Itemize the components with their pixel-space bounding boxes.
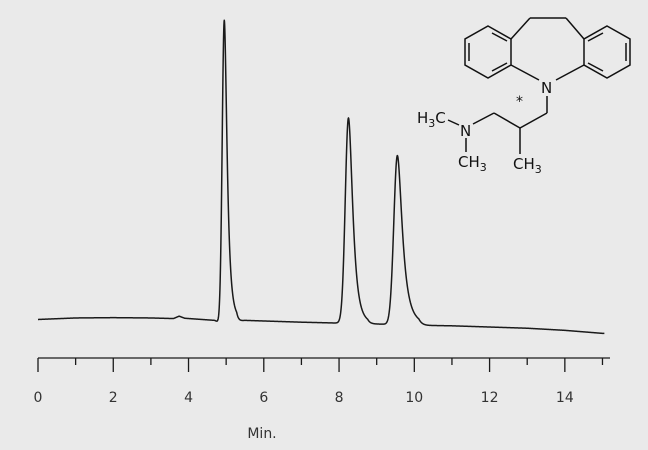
h3c-subscript: 3: [428, 117, 435, 130]
x-tick-label: 4: [184, 390, 193, 406]
amine-nitrogen-label: N: [460, 122, 471, 140]
peaks: [223, 19, 398, 156]
azepine-ring-bonds: [510, 17, 585, 81]
n-methyl-subscript: 3: [480, 161, 487, 174]
x-axis-tick-labels: 0 2 4 6 8 10 12 14: [34, 390, 574, 406]
c-methyl-label: CH3: [513, 155, 542, 176]
x-axis-ticks: [37, 358, 604, 372]
ring-nitrogen-label: N: [541, 79, 552, 97]
n-methyl-label: CH3: [458, 153, 487, 174]
h3c-c: C: [435, 109, 445, 127]
chromatogram-trace: [37, 19, 605, 335]
left-benzene-ring: [464, 25, 512, 79]
x-tick-label: 2: [109, 390, 118, 406]
side-chain-bonds: [447, 96, 548, 154]
chemical-structure: [447, 17, 631, 154]
x-tick-label: 0: [34, 390, 43, 406]
x-tick-label: 8: [335, 390, 344, 406]
right-benzene-ring: [583, 25, 631, 79]
structure-labels: N * H3C N CH3 CH3: [417, 79, 552, 176]
stereocenter-mark: *: [516, 94, 523, 110]
x-tick-label: 12: [481, 390, 499, 406]
x-axis-title: Min.: [247, 426, 276, 442]
x-axis: 0 2 4 6 8 10 12 14 Min.: [34, 357, 610, 442]
h3c-label: H3C: [417, 109, 446, 130]
x-tick-label: 10: [405, 390, 423, 406]
n-methyl-ch: CH: [458, 153, 480, 171]
c-methyl-subscript: 3: [535, 163, 542, 176]
x-tick-label: 6: [259, 390, 268, 406]
c-methyl-ch: CH: [513, 155, 535, 173]
h3c-h: H: [417, 109, 428, 127]
x-tick-label: 14: [556, 390, 574, 406]
